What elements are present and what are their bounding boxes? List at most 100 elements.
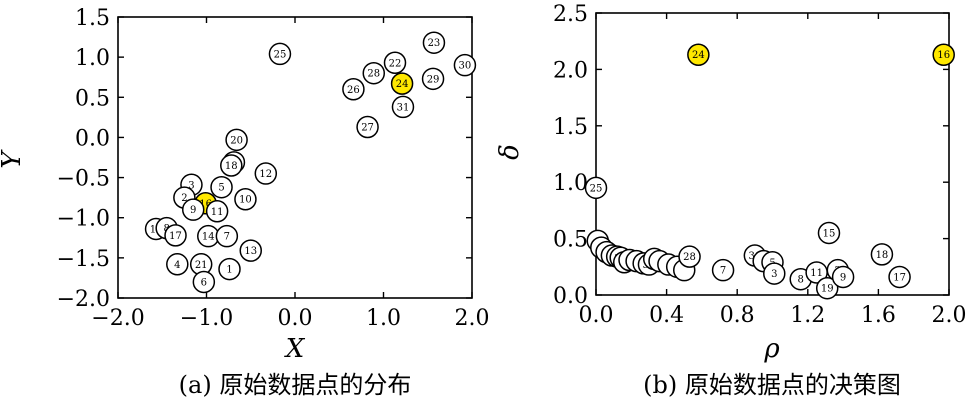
y-tick-label: 2.0	[553, 58, 588, 83]
point-marker	[831, 265, 855, 289]
y-tick-label: 2.5	[553, 2, 588, 27]
y-tick-label: −1.5	[57, 247, 110, 272]
x-axis-ticks-b: 0.0 0.4 0.8 1.2 1.6 2.0	[579, 13, 967, 328]
point-label: 11	[810, 268, 823, 279]
point-label: 23	[428, 38, 441, 49]
point-marker	[164, 224, 187, 247]
point-marker	[870, 243, 894, 266]
point-marker	[215, 224, 239, 248]
point-label: 24	[692, 50, 705, 61]
point-label: 18	[225, 161, 238, 172]
x-tick-label: −1.0	[180, 306, 233, 331]
y-axis-label-b: δ	[495, 144, 525, 160]
point-marker	[383, 51, 407, 75]
point-label: 7	[720, 266, 726, 277]
data-point: 27	[356, 115, 379, 139]
data-point: 9	[181, 198, 205, 221]
point-marker	[817, 221, 841, 245]
point-label: 13	[244, 246, 257, 257]
data-point: 23	[422, 31, 446, 54]
y-tick-label: 0.0	[553, 284, 588, 309]
point-label: 25	[274, 49, 287, 60]
y-tick-label: −0.5	[57, 167, 110, 192]
point-label: 2	[181, 193, 187, 204]
point-marker	[421, 67, 445, 91]
x-tick-label: 1.0	[366, 306, 401, 331]
point-marker	[218, 257, 241, 281]
point-label: 8	[798, 275, 804, 286]
data-point: 24	[390, 72, 414, 95]
x-tick-label: −2.0	[91, 306, 144, 331]
point-label: 1	[226, 265, 232, 276]
point-marker	[391, 95, 415, 119]
y-tick-label: 1.0	[75, 46, 110, 71]
data-point: 29	[421, 67, 445, 91]
data-point: 19	[815, 276, 839, 300]
point-label: 16	[199, 199, 212, 210]
caption-b: (b) 原始数据点的决策图	[643, 371, 901, 399]
x-tick-label: 0.0	[579, 303, 614, 328]
point-marker	[356, 115, 379, 139]
y-axis-ticks-a: 1.5 1.0 0.5 0.0 −0.5 −1.0 −1.5 −2.0	[57, 6, 472, 312]
cluster-center-marker	[390, 72, 414, 95]
point-label: 28	[683, 252, 696, 263]
y-tick-label: 0.5	[75, 86, 110, 111]
point-label: 25	[590, 183, 603, 194]
point-label: 29	[427, 74, 440, 85]
data-point: 24	[687, 43, 710, 66]
x-tick-label: 0.4	[649, 303, 684, 328]
data-point: 20	[225, 128, 248, 152]
point-label: 26	[347, 85, 360, 96]
point-label: 21	[195, 260, 208, 271]
x-axis-label-b: ρ	[763, 334, 780, 364]
point-label: 20	[230, 135, 243, 146]
point-label: 16	[937, 50, 950, 61]
point-marker	[254, 162, 278, 185]
point-label: 3	[771, 269, 777, 280]
data-points-a: 2523223028292426312720151812352101691119…	[144, 31, 477, 294]
decision-graph-panel-b: 0.0 0.4 0.8 1.2 1.6 2.0 2.5 2.0 1.5 1.0 0.5 0.0 24…	[495, 2, 967, 399]
point-label: 24	[396, 79, 409, 90]
point-marker	[205, 200, 229, 223]
point-label: 5	[218, 183, 224, 194]
data-point: 5	[210, 175, 233, 199]
point-marker	[181, 198, 205, 221]
point-label: 22	[389, 58, 402, 69]
point-marker	[453, 53, 477, 77]
point-marker	[166, 253, 189, 276]
point-label: 4	[174, 260, 180, 271]
point-label: 18	[876, 250, 889, 261]
point-marker	[239, 239, 262, 262]
point-marker	[422, 31, 446, 54]
data-point: 3	[763, 262, 786, 285]
point-label: 19	[821, 284, 834, 295]
point-label: 11	[211, 207, 224, 218]
point-marker	[192, 270, 216, 294]
data-point: 28	[362, 61, 386, 85]
x-axis-ticks-a: −2.0 −1.0 0.0 1.0 2.0	[91, 17, 490, 331]
data-point: 26	[342, 78, 365, 101]
data-point: 9	[831, 265, 855, 289]
data-point: 18	[870, 243, 894, 266]
point-label: 9	[840, 272, 846, 283]
data-point: 4	[166, 253, 189, 276]
data-points-b: 241625223028731538111519291817	[584, 43, 955, 300]
point-marker	[268, 42, 292, 66]
scatter-panel-a: −2.0 −1.0 0.0 1.0 2.0 1.5 1.0 0.5 0.0 −0.5 −1.0 −1…	[0, 6, 490, 399]
point-label: 9	[190, 205, 196, 216]
data-point: 1	[218, 257, 241, 281]
y-tick-label: 1.5	[75, 6, 110, 31]
point-marker	[711, 258, 735, 282]
point-marker	[210, 175, 233, 199]
point-marker	[220, 154, 243, 177]
x-tick-label: 0.0	[278, 306, 313, 331]
data-point: 11	[205, 200, 229, 223]
data-point: 25	[584, 176, 608, 200]
data-point: 10	[234, 187, 257, 211]
data-point: 22	[383, 51, 407, 75]
y-tick-label: −2.0	[57, 287, 110, 312]
x-tick-label: 1.2	[790, 303, 825, 328]
x-tick-label: 0.8	[720, 303, 755, 328]
point-label: 6	[201, 277, 207, 288]
point-label: 12	[259, 169, 272, 180]
